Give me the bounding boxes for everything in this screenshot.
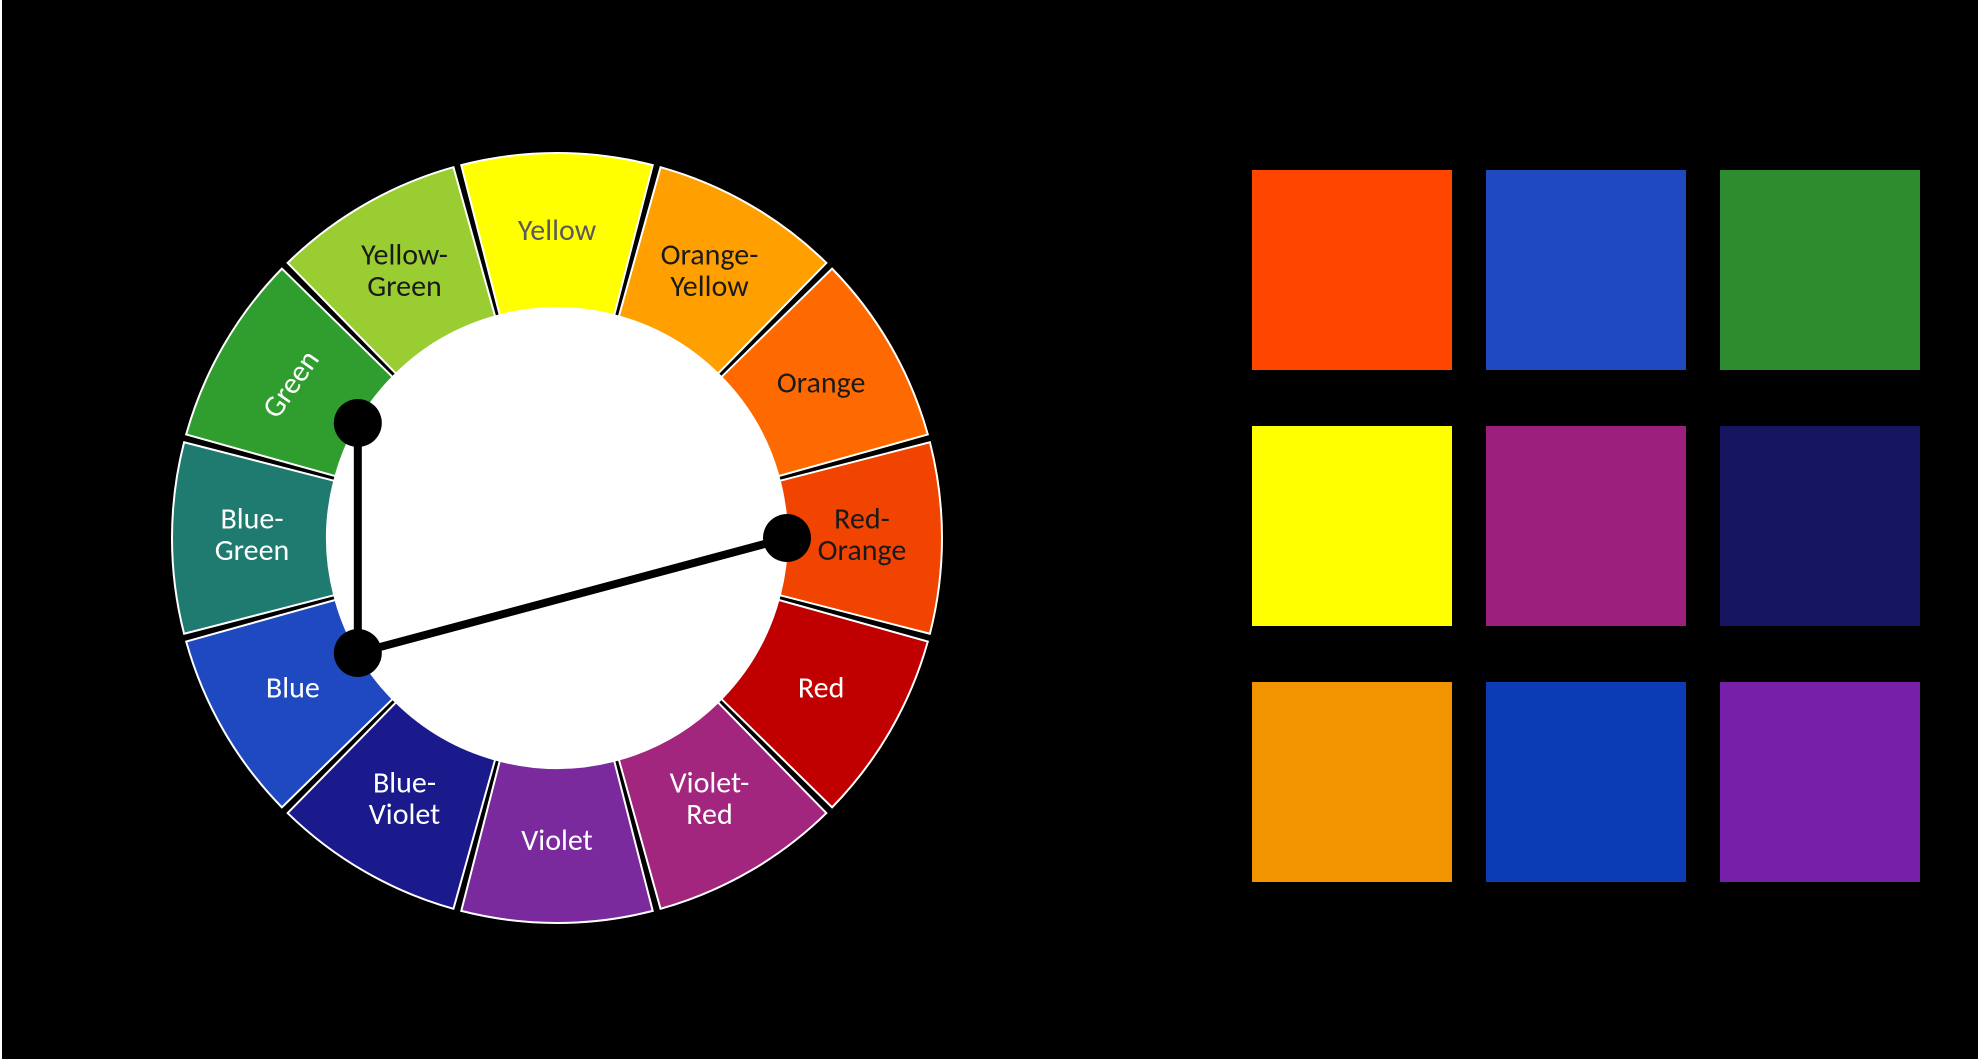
harmony-node [763, 514, 811, 562]
wheel-label: Blue-Violet [369, 765, 440, 834]
color-swatch [1252, 682, 1452, 882]
color-swatch [1252, 426, 1452, 626]
diagram-stage: YellowOrange-YellowOrangeRed-OrangeRedVi… [0, 0, 1978, 1059]
harmony-node [334, 399, 382, 447]
wheel-label: Violet [521, 822, 592, 859]
color-swatch [1486, 682, 1686, 882]
wheel-label: Orange [777, 365, 866, 402]
wheel-label: Blue [266, 670, 320, 707]
color-swatch [1720, 170, 1920, 370]
color-swatch [1486, 426, 1686, 626]
swatch-row [1252, 426, 1920, 626]
wheel-label: Red [798, 670, 844, 707]
wheel-inner-disc [326, 307, 788, 769]
color-wheel: YellowOrange-YellowOrangeRed-OrangeRedVi… [162, 143, 952, 933]
swatch-row [1252, 682, 1920, 882]
color-swatch [1720, 426, 1920, 626]
swatch-row [1252, 170, 1920, 370]
color-swatch [1720, 682, 1920, 882]
wheel-label: Blue-Green [215, 501, 290, 570]
color-swatch [1486, 170, 1686, 370]
color-swatch [1252, 170, 1452, 370]
wheel-label: Orange-Yellow [661, 237, 759, 306]
wheel-label: Yellow [518, 212, 597, 249]
harmony-node [334, 629, 382, 677]
wheel-label: Yellow-Green [361, 237, 448, 306]
swatch-grid [1252, 170, 1920, 938]
